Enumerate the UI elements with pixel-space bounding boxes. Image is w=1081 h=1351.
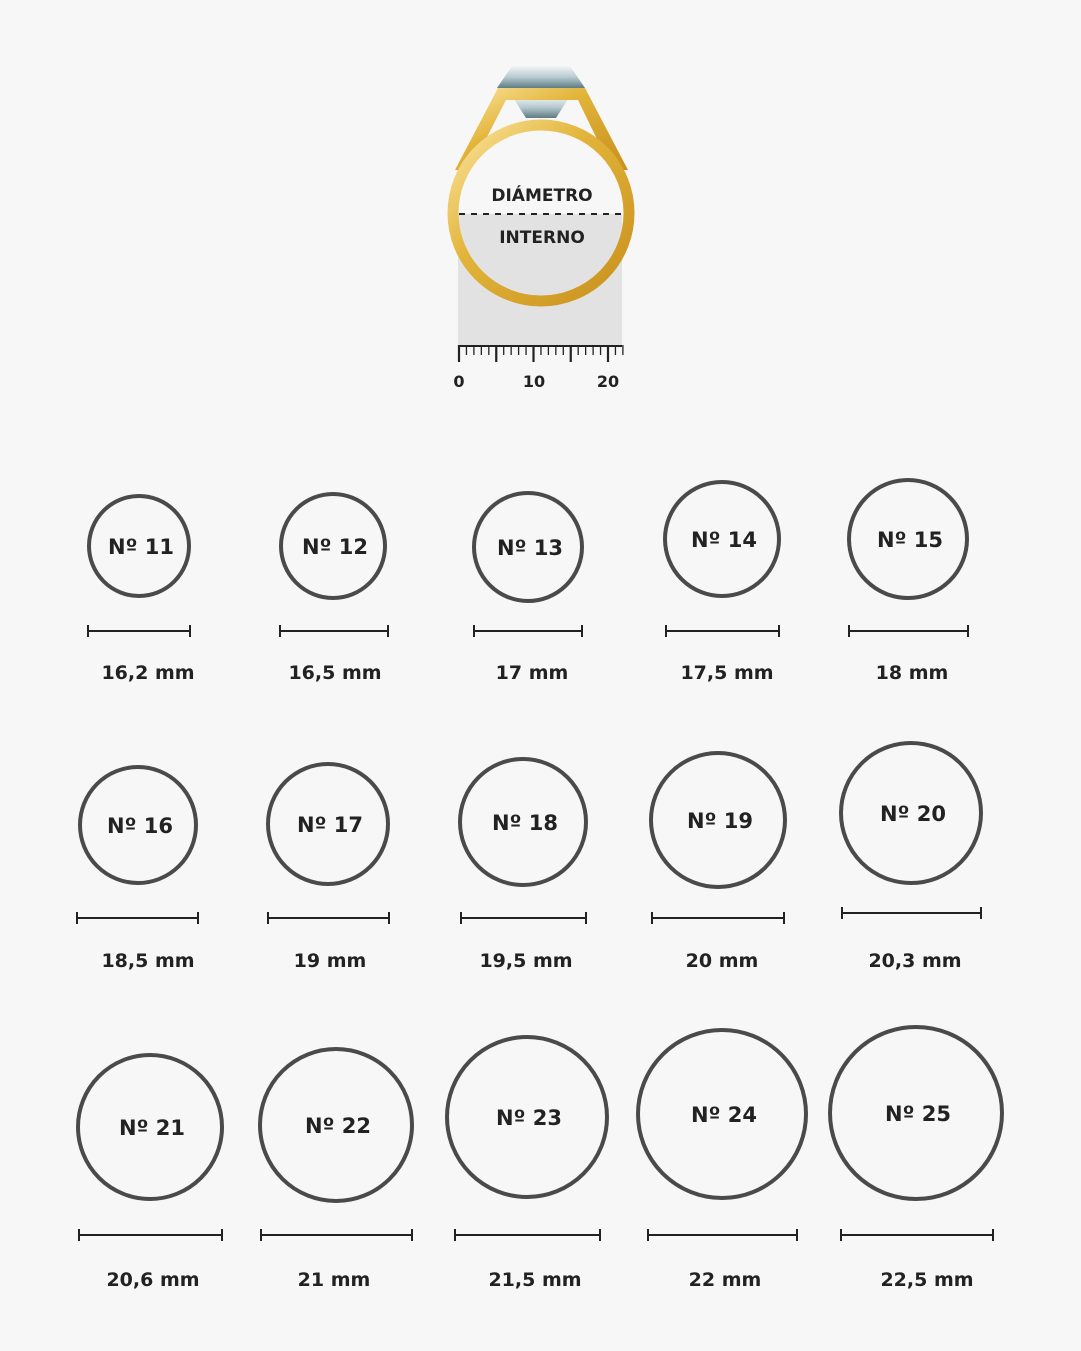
diameter-label: 22,5 mm	[880, 1269, 973, 1291]
size-circle	[472, 491, 584, 603]
size-circle	[458, 757, 588, 887]
size-item: Nº 18 19,5 mm	[458, 757, 588, 972]
ring-shoulders	[455, 88, 628, 170]
size-label: Nº 14	[691, 528, 757, 552]
ring-band	[447, 119, 635, 307]
size-label: Nº 25	[885, 1102, 951, 1126]
diameter-label: 20 mm	[686, 950, 759, 972]
size-label: Nº 17	[297, 813, 363, 837]
size-item: Nº 12 16,5 mm	[279, 492, 389, 684]
diameter-label: 18 mm	[876, 662, 949, 684]
size-label: Nº 22	[305, 1114, 371, 1138]
size-item: Nº 16 18,5 mm	[76, 765, 199, 972]
ruler-label-20: 20	[597, 372, 619, 391]
size-label: Nº 18	[492, 811, 558, 835]
size-circle	[839, 741, 983, 885]
size-item: Nº 15 18 mm	[847, 478, 969, 684]
size-item: Nº 19 20 mm	[649, 751, 787, 972]
diameter-label: 16,2 mm	[101, 662, 194, 684]
diameter-label: 19,5 mm	[479, 950, 572, 972]
gem-icon	[497, 66, 585, 88]
size-circle	[87, 494, 191, 598]
size-item: Nº 23 21,5 mm	[445, 1035, 609, 1291]
label-diametro: DIÁMETRO	[491, 184, 592, 206]
ruler-label-0: 0	[453, 372, 464, 391]
size-label: Nº 15	[877, 528, 943, 552]
size-item: Nº 25 22,5 mm	[828, 1025, 1004, 1291]
ring-illustration: DIÁMETRO INTERNO 0 10 20	[447, 66, 635, 391]
diameter-label: 21,5 mm	[488, 1269, 581, 1291]
size-circle	[649, 751, 787, 889]
gem-pavilion	[512, 96, 570, 118]
size-grid: Nº 11 16,2 mm Nº 12 16,5 mm Nº 13 17 mm Nº 14 1…	[76, 478, 1004, 1291]
size-label: Nº 24	[691, 1103, 757, 1127]
size-label: Nº 21	[119, 1116, 185, 1140]
diameter-label: 20,3 mm	[868, 950, 961, 972]
size-circle	[847, 478, 969, 600]
label-interno: INTERNO	[499, 228, 585, 248]
size-circle	[828, 1025, 1004, 1201]
size-circle	[266, 762, 390, 886]
diameter-label: 20,6 mm	[106, 1269, 199, 1291]
size-label: Nº 23	[496, 1106, 562, 1130]
diameter-label: 17 mm	[496, 662, 569, 684]
diameter-label: 16,5 mm	[288, 662, 381, 684]
size-circle	[258, 1047, 414, 1203]
size-label: Nº 11	[108, 535, 174, 559]
size-circle	[663, 480, 781, 598]
diameter-label: 17,5 mm	[680, 662, 773, 684]
diameter-label: 19 mm	[294, 950, 367, 972]
size-circle	[636, 1028, 808, 1200]
size-item: Nº 21 20,6 mm	[76, 1053, 224, 1291]
size-label: Nº 13	[497, 536, 563, 560]
ruler-label-10: 10	[523, 372, 545, 391]
size-item: Nº 24 22 mm	[636, 1028, 808, 1291]
size-label: Nº 16	[107, 814, 173, 838]
diameter-label: 21 mm	[298, 1269, 371, 1291]
size-circle	[78, 765, 198, 885]
size-item: Nº 22 21 mm	[258, 1047, 414, 1291]
size-label: Nº 19	[687, 809, 753, 833]
ruler	[457, 345, 624, 362]
size-circle	[76, 1053, 224, 1201]
size-item: Nº 14 17,5 mm	[663, 480, 781, 684]
size-circle	[279, 492, 387, 600]
diameter-label: 22 mm	[689, 1269, 762, 1291]
size-item: Nº 11 16,2 mm	[87, 494, 195, 684]
size-label: Nº 20	[880, 802, 946, 826]
size-circle	[445, 1035, 609, 1199]
size-item: Nº 17 19 mm	[266, 762, 390, 972]
size-item: Nº 13 17 mm	[472, 491, 584, 684]
diameter-label: 18,5 mm	[101, 950, 194, 972]
size-label: Nº 12	[302, 535, 368, 559]
size-item: Nº 20 20,3 mm	[839, 741, 983, 972]
